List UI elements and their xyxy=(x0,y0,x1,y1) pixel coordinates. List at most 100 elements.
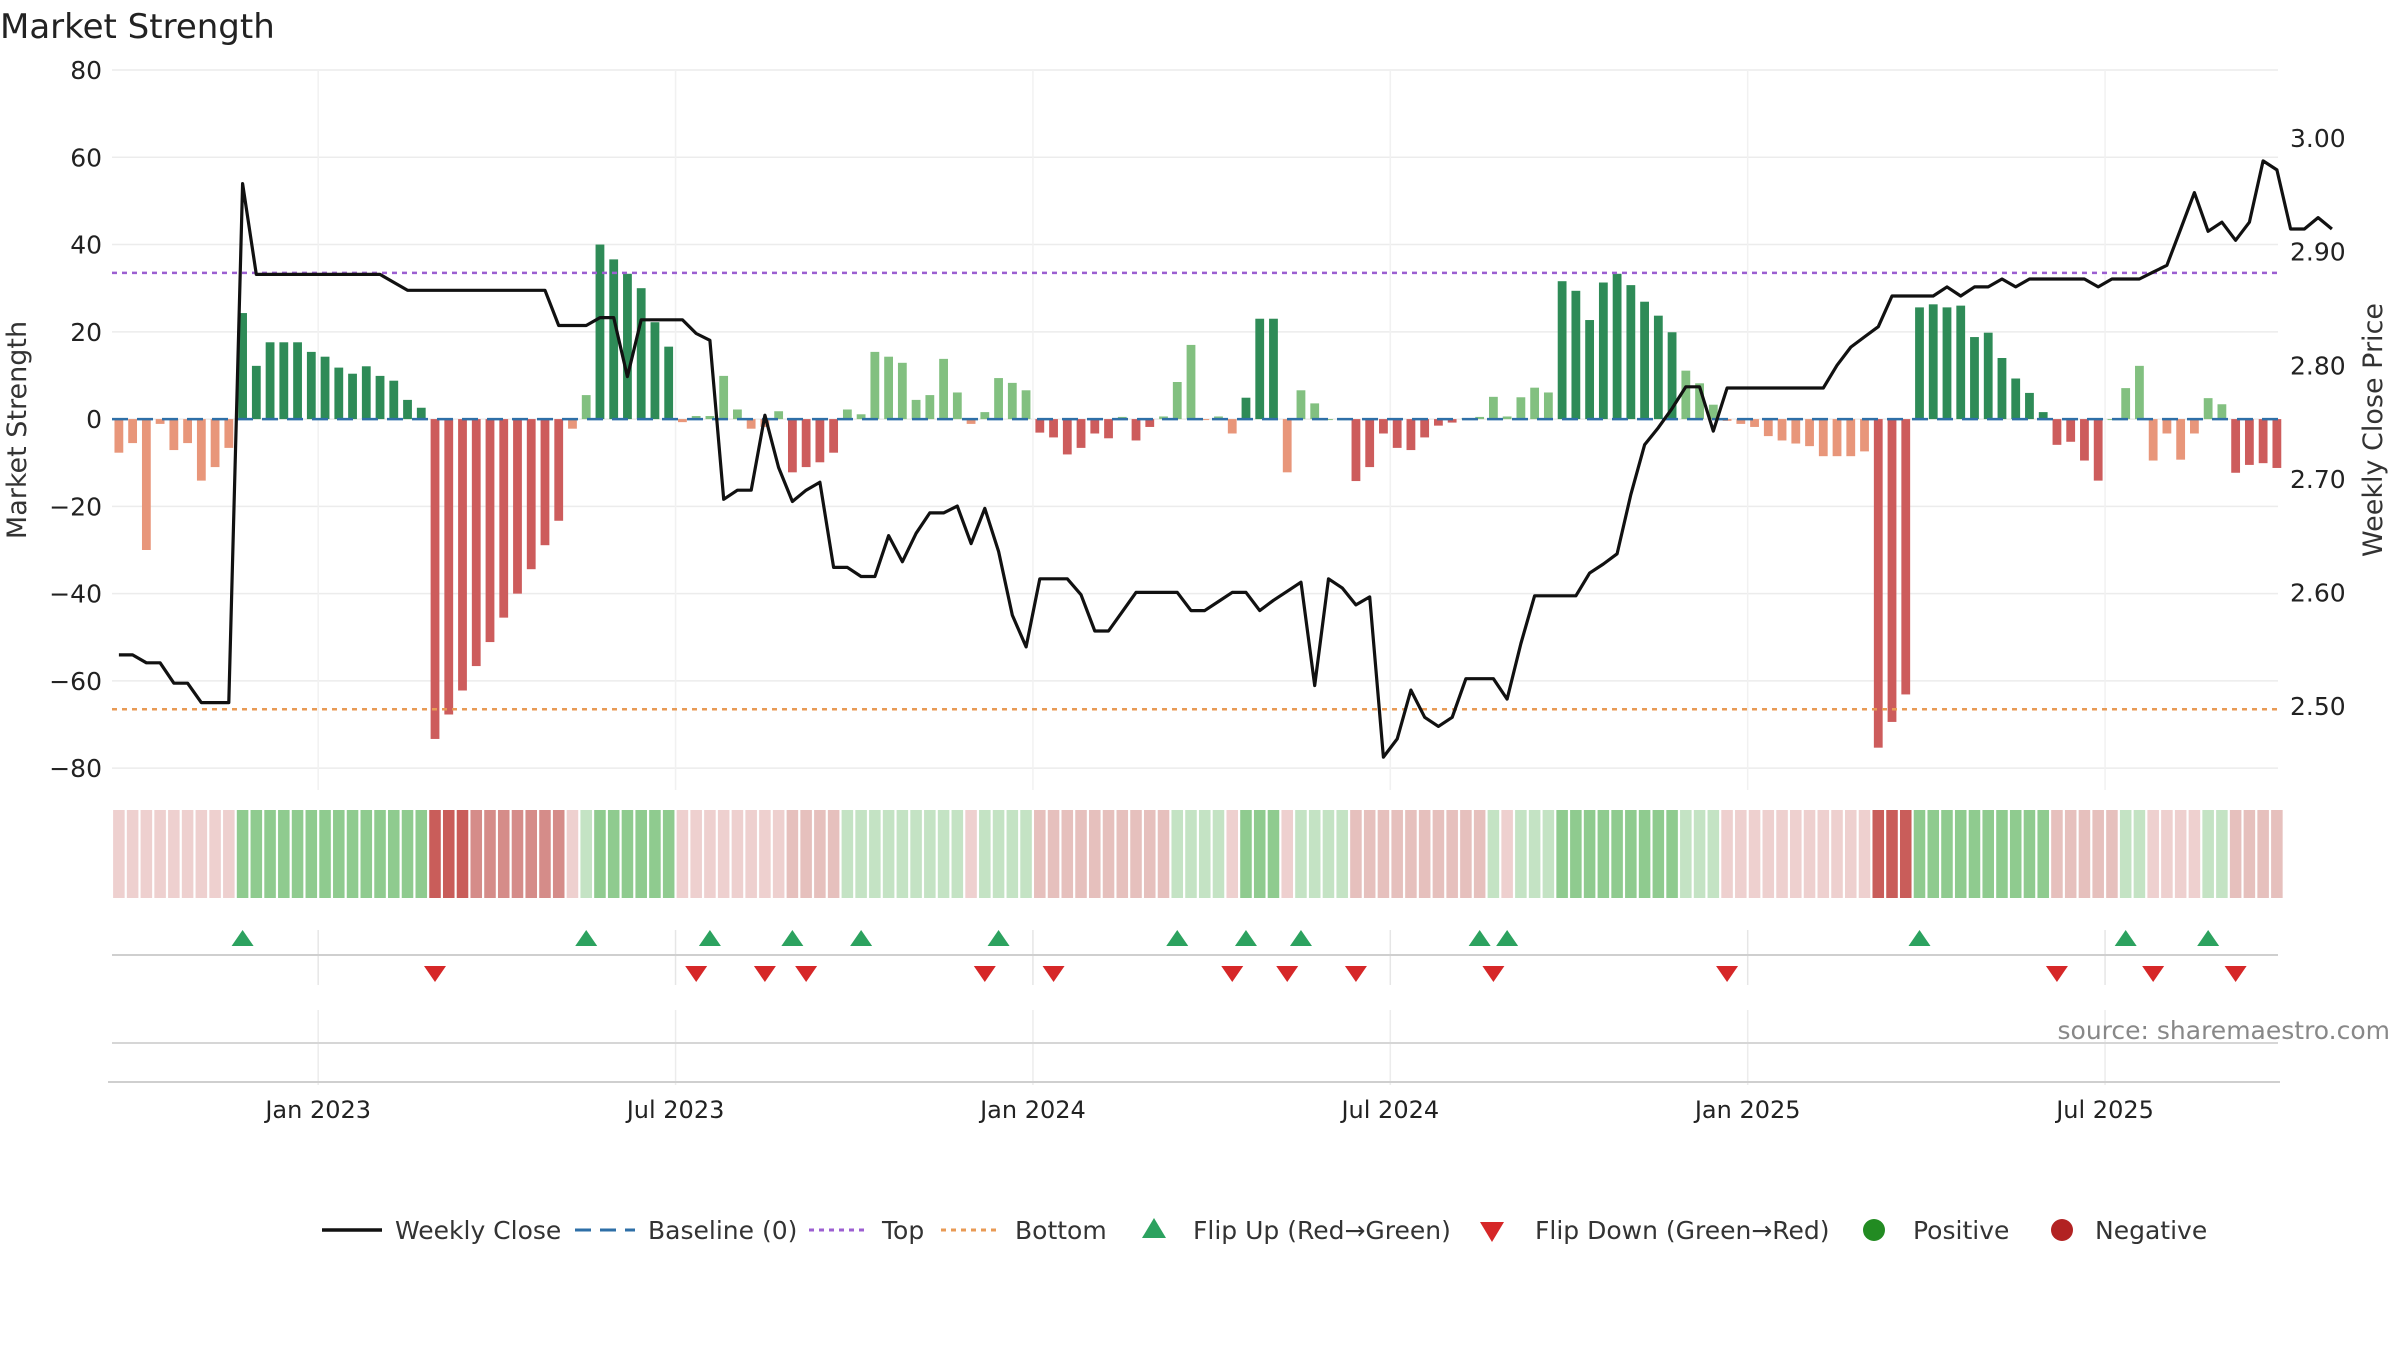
left-tick-label: 40 xyxy=(70,231,102,260)
regime-cell xyxy=(1666,810,1678,898)
left-tick-label: 60 xyxy=(70,143,102,172)
regime-cell xyxy=(676,810,689,898)
regime-cell xyxy=(594,810,606,898)
regime-cell xyxy=(1171,810,1184,898)
strength-bar xyxy=(1791,419,1801,444)
regime-cell xyxy=(1020,810,1032,898)
strength-bar xyxy=(1777,419,1787,441)
regime-strip xyxy=(113,810,2283,898)
flip-down-marker xyxy=(753,966,776,982)
strength-bar xyxy=(1667,332,1677,420)
regime-cell xyxy=(2229,810,2242,898)
regime-cell xyxy=(2119,810,2132,898)
regime-cell xyxy=(346,810,359,898)
regime-cell xyxy=(1776,810,1788,898)
strength-bar xyxy=(430,419,440,739)
regime-cell xyxy=(1061,810,1074,898)
left-tick-label: −80 xyxy=(49,754,102,783)
strength-bar xyxy=(1887,419,1897,722)
strength-bar xyxy=(966,419,976,424)
strength-bar xyxy=(1365,419,1375,468)
regime-cell xyxy=(1308,810,1321,898)
strength-bar xyxy=(1928,304,1938,420)
strength-bar xyxy=(1076,419,1086,448)
flip-down-marker xyxy=(1042,966,1065,982)
strength-bar xyxy=(2080,419,2089,461)
regime-cell xyxy=(511,810,524,898)
strength-bar xyxy=(870,351,880,420)
strength-bar xyxy=(458,419,467,691)
strength-bar xyxy=(444,419,454,715)
strength-bar xyxy=(884,356,894,420)
strength-bar xyxy=(1750,419,1759,427)
regime-cell xyxy=(374,810,386,898)
strength-bar xyxy=(1571,290,1581,420)
x-tick-label: Jul 2023 xyxy=(625,1096,725,1124)
regime-cell xyxy=(1501,810,1513,898)
flip-up-marker xyxy=(231,930,254,946)
regime-cell xyxy=(113,810,125,898)
regime-cell xyxy=(1844,810,1857,898)
regime-cell xyxy=(1295,810,1307,898)
regime-cell xyxy=(1913,810,1926,898)
regime-cell xyxy=(1817,810,1830,898)
strength-bar xyxy=(2107,419,2117,421)
flip-down-marker xyxy=(795,966,818,982)
regime-cell xyxy=(1611,810,1623,898)
legend-label: Baseline (0) xyxy=(648,1216,797,1245)
flip-up-marker xyxy=(1234,930,1257,946)
strength-bar xyxy=(980,412,990,420)
legend-label: Top xyxy=(881,1216,924,1245)
regime-cell xyxy=(1583,810,1596,898)
regime-cell xyxy=(951,810,964,898)
source-label: source: sharemaestro.com xyxy=(2058,1016,2391,1045)
strength-bar xyxy=(1090,419,1100,434)
regime-cell xyxy=(827,810,840,898)
regime-cell xyxy=(319,810,331,898)
flip-up-marker xyxy=(1496,930,1519,946)
strength-bar xyxy=(554,419,564,521)
strength-bar xyxy=(1104,419,1113,439)
left-tick-label: 20 xyxy=(70,318,102,347)
regime-cell xyxy=(759,810,771,898)
regime-cell xyxy=(1253,810,1266,898)
strength-bar xyxy=(1860,419,1869,452)
strength-bar xyxy=(128,419,138,444)
regime-cell xyxy=(223,810,235,898)
strength-bar xyxy=(1915,307,1924,420)
strength-bar xyxy=(815,419,825,463)
regime-cell xyxy=(2051,810,2063,898)
regime-cell xyxy=(1803,810,1816,898)
regime-cell xyxy=(717,810,730,898)
strength-bar xyxy=(1942,307,1952,420)
regime-cell xyxy=(924,810,936,898)
regime-cell xyxy=(814,810,826,898)
strength-bar xyxy=(2121,388,2131,420)
regime-cell xyxy=(2147,810,2159,898)
strength-bar xyxy=(1049,419,1058,438)
regime-cell xyxy=(168,810,180,898)
strength-bar xyxy=(1983,332,1993,420)
regime-cell xyxy=(649,810,661,898)
strength-bar xyxy=(485,419,495,643)
strength-bar xyxy=(1681,370,1691,420)
regime-cell xyxy=(333,810,345,898)
regime-cell xyxy=(1226,810,1239,898)
strength-bar xyxy=(939,358,948,420)
strength-bar xyxy=(1227,419,1237,434)
flip-down-marker xyxy=(424,966,447,982)
strength-bar xyxy=(416,407,426,420)
regime-cell xyxy=(2106,810,2118,898)
strength-bar xyxy=(1585,320,1595,420)
y-axis-label-left: Market Strength xyxy=(2,321,33,539)
strength-bar xyxy=(2066,419,2076,442)
regime-cell xyxy=(1143,810,1156,898)
left-tick-label: −20 xyxy=(49,492,102,521)
strength-bar xyxy=(1131,419,1141,441)
regime-cell xyxy=(2133,810,2146,898)
regime-cell xyxy=(937,810,950,898)
legend-swatch-flip-down xyxy=(1480,1222,1504,1242)
regime-cell xyxy=(992,810,1005,898)
regime-cell xyxy=(745,810,757,898)
regime-cell xyxy=(800,810,812,898)
